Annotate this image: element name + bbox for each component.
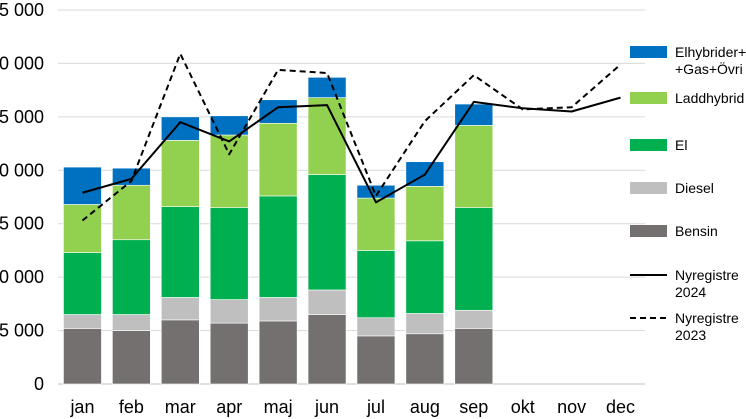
bar-segment (209, 322, 249, 385)
bar-segment (63, 166, 102, 205)
bar-segment (209, 299, 249, 324)
y-tick-label: 0 000 (0, 53, 44, 73)
bar-segment (258, 297, 298, 322)
bar-segment (160, 140, 200, 207)
bar-segment (258, 195, 298, 298)
bar-segment (209, 115, 249, 136)
legend-swatch (630, 139, 667, 151)
bar-segment (160, 319, 200, 385)
y-tick-label: 0 (34, 374, 44, 394)
bar-segment (307, 314, 347, 385)
y-tick-label: 5 000 (0, 214, 44, 234)
bar-segment (454, 125, 494, 208)
x-tick-label: maj (264, 397, 293, 417)
bar-segment (454, 103, 494, 126)
bar-segment (209, 134, 249, 208)
x-tick-label: apr (216, 397, 242, 417)
bar-segment (258, 122, 298, 197)
x-tick-label: nov (557, 397, 586, 417)
bar-segment (405, 333, 445, 385)
legend-label: Bensin (675, 223, 718, 239)
bar-segment (405, 186, 445, 242)
bar-layer (63, 77, 494, 385)
bar-segment (405, 240, 445, 314)
bar-segment (112, 314, 151, 331)
legend-swatch (630, 182, 667, 194)
y-tick-labels: 0 5 000 0 000 5 000 0 000 5 000 0 000 5 000 (0, 0, 44, 394)
bar-segment (307, 174, 347, 291)
bar-segment (454, 207, 494, 311)
bar-segment (63, 204, 102, 253)
y-tick-label: 5 000 (0, 107, 44, 127)
y-tick-label: 0 000 (0, 267, 44, 287)
legend: Elhybrider++Gas+Övri Laddhybrid El Diesel Be… (630, 44, 746, 343)
bar-segment (307, 77, 347, 98)
bar-segment (63, 252, 102, 315)
bar-segment (307, 97, 347, 175)
x-tick-label: jul (366, 397, 385, 417)
bar-segment (63, 328, 102, 385)
legend-label: Nyregistre (675, 267, 739, 283)
x-tick-label: jan (69, 397, 94, 417)
x-tick-label: mar (165, 397, 196, 417)
bar-segment (209, 207, 249, 300)
legend-swatch (630, 92, 667, 104)
line-layer (81, 52, 622, 222)
bar-segment (356, 184, 396, 199)
bar-segment (258, 320, 298, 385)
bar-segment (405, 313, 445, 335)
legend-swatch (630, 225, 667, 237)
x-tick-labels: jan feb mar apr maj jun jul aug sep okt nov dec (69, 397, 635, 417)
series-line (81, 52, 622, 222)
x-tick-label: aug (410, 397, 440, 417)
bar-segment (63, 314, 102, 329)
legend-label: Laddhybrid (675, 90, 744, 106)
bar-segment (258, 99, 298, 124)
legend-label: Diesel (675, 180, 714, 196)
bar-segment (112, 184, 151, 241)
legend-label: 2023 (675, 327, 706, 343)
bar-segment (160, 297, 200, 321)
bar-segment (112, 239, 151, 315)
legend-label: 2024 (675, 284, 706, 300)
legend-label: +Gas+Övri (675, 60, 743, 77)
legend-label: El (675, 137, 687, 153)
bar-segment (356, 317, 396, 337)
y-tick-label: 5 000 (0, 0, 44, 20)
bar-segment (307, 289, 347, 315)
bar-segment (454, 328, 494, 385)
y-tick-label: 5 000 (0, 321, 44, 341)
x-tick-label: feb (119, 397, 144, 417)
bar-segment (356, 197, 396, 251)
y-tick-label: 0 000 (0, 160, 44, 180)
x-tick-label: jun (314, 397, 339, 417)
legend-label: Elhybrider+ (675, 44, 746, 60)
x-tick-label: sep (459, 397, 488, 417)
bar-segment (160, 206, 200, 298)
bar-segment (356, 335, 396, 385)
x-tick-label: okt (511, 397, 535, 417)
bar-segment (454, 309, 494, 329)
bar-segment (356, 250, 396, 319)
legend-label: Nyregistre (675, 310, 739, 326)
bar-segment (112, 330, 151, 385)
x-tick-label: dec (606, 397, 635, 417)
legend-swatch (630, 46, 667, 58)
